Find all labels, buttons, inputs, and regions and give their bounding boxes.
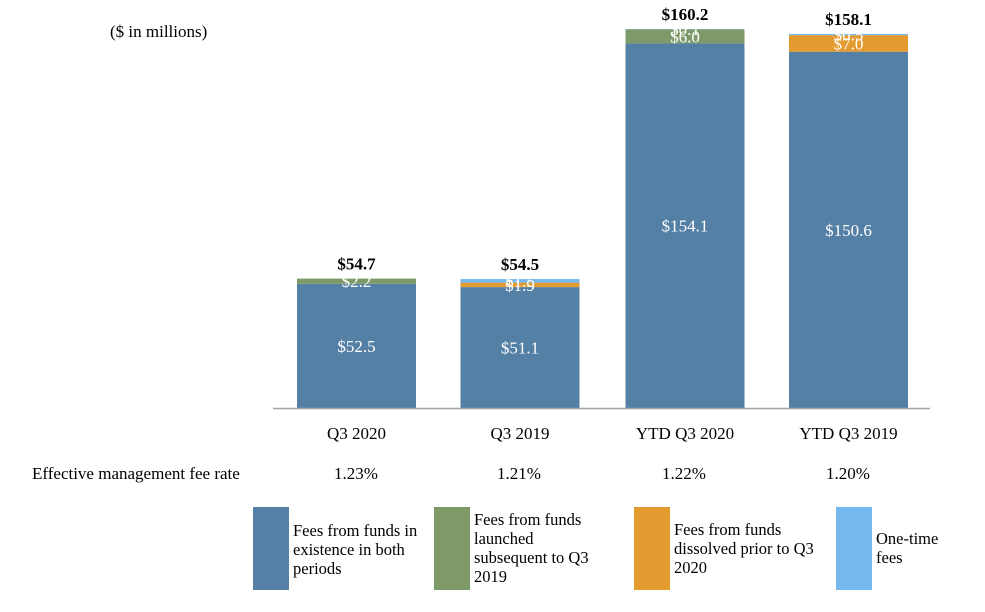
unit-note: ($ in millions) [110,22,208,41]
fee-rate-q3-2020: 1.23% [334,464,378,483]
legend-swatch-dissolved [634,507,670,590]
tick-labels-group: Q3 2020 Q3 2019 YTD Q3 2020 YTD Q3 2019 [327,424,898,443]
tick-label-q3-2019: Q3 2019 [490,424,549,443]
bar-segment-ytd-q3-2019-existing [789,51,908,408]
tick-label-ytd-q3-2020: YTD Q3 2020 [636,424,734,443]
total-label-q3-2019: $54.5 [501,255,539,274]
data-label-q3-2020-existing: $52.5 [337,337,375,356]
legend-swatch-launched [434,507,470,590]
data-label-ytd-q3-2020-existing: $154.1 [662,217,709,236]
stacked-bar-chart: $52.5 $2.2$54.7 $51.1 $1.9$1.5$54.5 $154.1 $6… [273,5,930,443]
bar-segment-q3-2019-dissolved [460,282,580,288]
bar-segment-ytd-q3-2019-dissolved [789,35,908,52]
data-label-ytd-q3-2020-launched: $6.0 [670,27,700,46]
bar-segment-ytd-q3-2019-one_time [789,33,908,36]
fee-rate-ytd-q3-2020: 1.22% [662,464,706,483]
legend-label-launched: Fees from funds launched subsequent to Q… [474,510,589,586]
tick-label-ytd-q3-2019: YTD Q3 2019 [799,424,897,443]
legend-label-existing: Fees from funds in existence in both per… [293,521,418,578]
fee-rate-label: Effective management fee rate [32,464,240,483]
bar-segment-q3-2020-existing [297,283,416,408]
legend-label-dissolved: Fees from funds dissolved prior to Q3 20… [674,520,814,577]
data-label-ytd-q3-2020-one_time: $0.1 [670,20,700,39]
data-label-ytd-q3-2019-dissolved: $7.0 [834,34,864,53]
data-label-ytd-q3-2019-one_time: $0.5 [834,26,864,45]
legend-swatch-one-time [836,507,872,590]
data-label-q3-2019-one_time: $1.5 [505,272,535,291]
total-label-ytd-q3-2019: $158.1 [825,10,872,29]
bar-segment-ytd-q3-2020-existing [625,43,745,408]
total-label-ytd-q3-2020: $160.2 [662,5,709,24]
data-label-q3-2020-launched: $2.2 [342,272,372,291]
data-label-ytd-q3-2019-existing: $150.6 [825,221,872,240]
fee-rate-q3-2019: 1.21% [497,464,541,483]
legend-label-one-time: One-time fees [876,529,939,567]
legend-swatch-existing [253,507,289,590]
data-label-q3-2019-existing: $51.1 [501,339,539,358]
bar-segment-q3-2019-one_time [460,279,580,283]
bar-segment-q3-2019-existing [460,287,580,408]
bar-segment-ytd-q3-2020-launched [625,29,745,44]
data-label-q3-2019-dissolved: $1.9 [505,276,535,295]
tick-label-q3-2020: Q3 2020 [327,424,386,443]
bars-group [297,29,908,408]
labels-group: $52.5 $2.2$54.7 $51.1 $1.9$1.5$54.5 $154.1 $6… [337,5,872,358]
total-label-q3-2020: $54.7 [337,255,376,274]
fee-rate-ytd-q3-2019: 1.20% [826,464,870,483]
bar-segment-q3-2020-launched [297,278,416,284]
